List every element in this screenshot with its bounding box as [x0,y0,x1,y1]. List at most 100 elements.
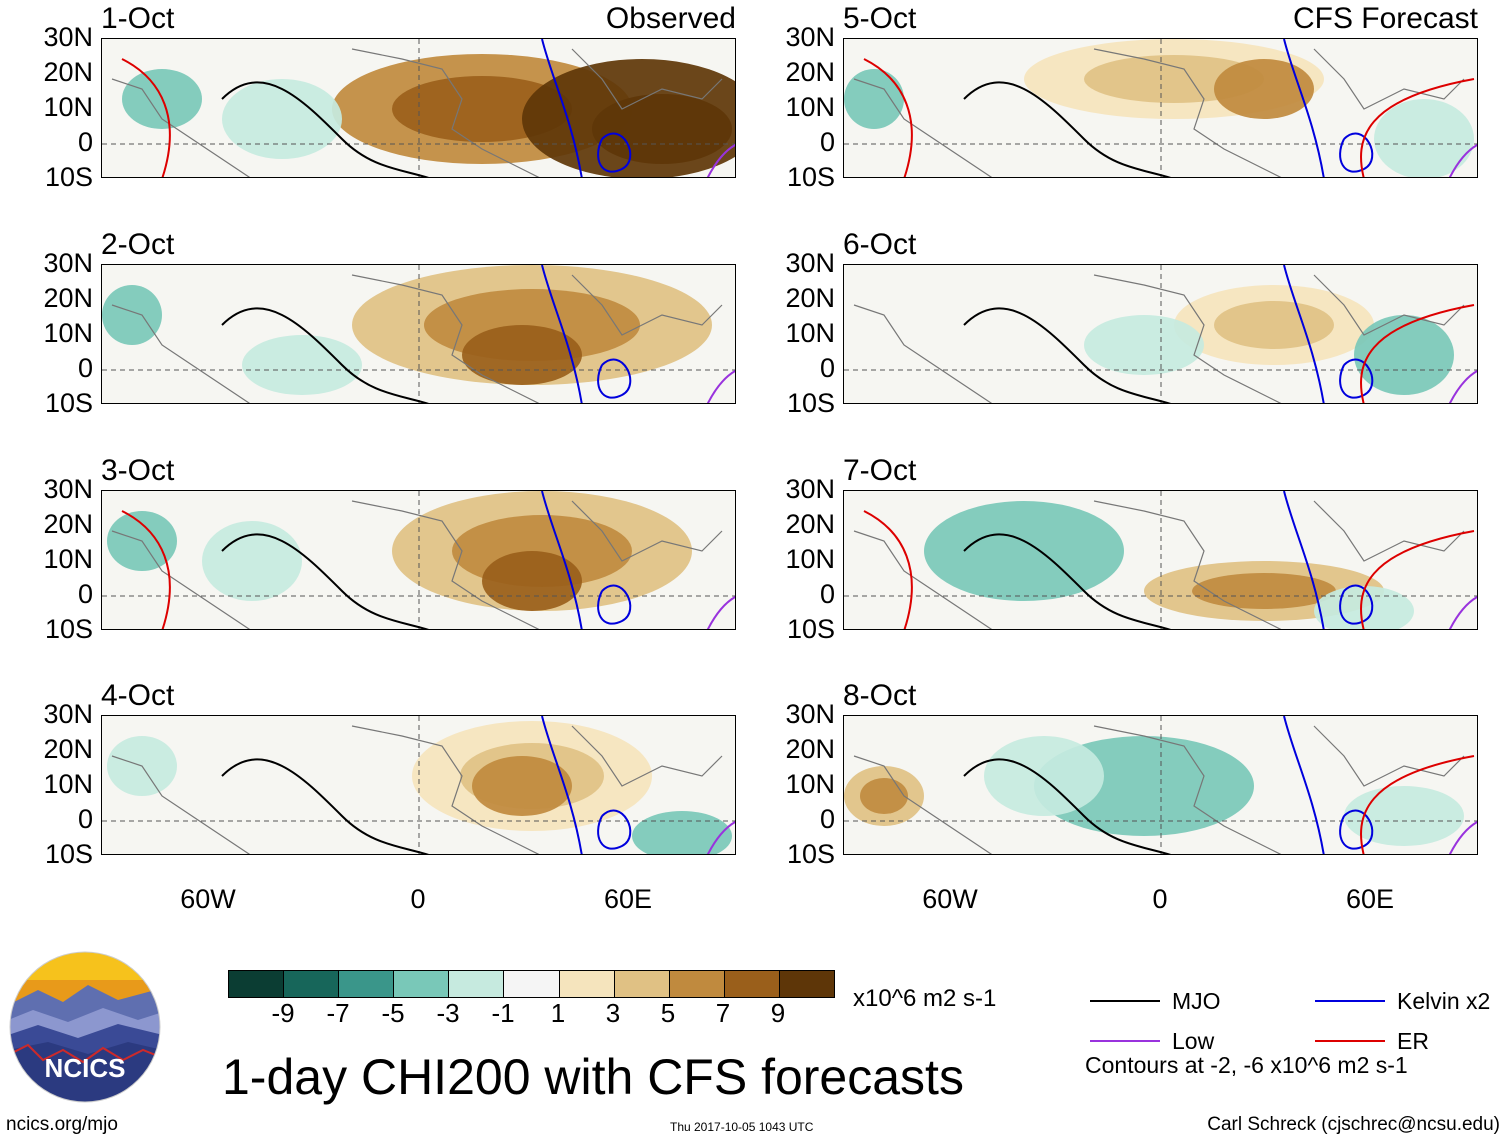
coastline [853,304,993,403]
observed-map-panel [101,38,736,178]
latitude-tick: 0 [77,353,93,383]
panel-date-label: 5-Oct [843,2,917,35]
longitude-tick: 60W [180,884,236,914]
colorbar-tick: 3 [605,998,621,1028]
latitude-tick: 30N [785,22,835,52]
coastline [853,530,993,629]
latitude-tick: 10S [786,614,835,644]
latitude-tick: 10N [43,769,93,799]
latitude-tick: 10N [785,318,835,348]
forecast-map-panel [843,715,1478,855]
kelvin-contour [541,39,583,177]
low-contour [1448,595,1477,629]
latitude-tick: 10N [785,544,835,574]
footer-timestamp: Thu 2017-10-05 1043 UTC [670,1120,814,1134]
kelvin-contour [1339,809,1374,850]
kelvin-contour [1283,39,1325,177]
longitude-tick: 60E [1345,884,1395,914]
latitude-tick: 20N [785,283,835,313]
er-contour [863,58,913,177]
colorbar-tick: 7 [715,998,731,1028]
latitude-tick: 10S [44,614,93,644]
latitude-tick: 10S [786,162,835,192]
latitude-tick: 10N [43,92,93,122]
forecast-map-panel [843,490,1478,630]
observed-map-panel [101,264,736,404]
kelvin-contour [1283,491,1325,629]
kelvin-contour [597,132,632,173]
kelvin-contour [597,584,632,625]
coastline [571,274,723,336]
latitude-tick: 0 [819,353,835,383]
coastline [351,500,540,629]
coastline [1093,500,1282,629]
coastline [111,78,251,177]
panel-date-label: 1-Oct [101,2,175,35]
coastline [351,725,540,854]
low-contour [1448,369,1477,403]
latitude-tick: 20N [785,509,835,539]
anomaly-map [102,39,735,177]
anomaly-map [102,265,735,403]
legend-label: Kelvin x2 [1397,988,1491,1014]
latitude-tick: 0 [77,579,93,609]
colorbar-swatch [229,971,285,997]
panel-date-label: 7-Oct [843,454,917,487]
footer-author: Carl Schreck (cjschrec@ncsu.edu) [1207,1114,1500,1135]
coastline [1093,274,1282,403]
colorbar-tick: -9 [271,998,295,1028]
coastline [111,530,251,629]
legend-label: MJO [1172,988,1221,1014]
coastline [1313,48,1465,110]
latitude-tick: 10N [785,92,835,122]
er-contour [1360,530,1475,629]
colorbar-swatch [339,971,395,997]
low-contour [706,595,735,629]
colorbar-tick: -5 [381,998,405,1028]
anomaly-map [102,491,735,629]
mjo-contour [221,758,429,854]
latitude-tick: 20N [43,734,93,764]
coastline [1313,274,1465,336]
mjo-contour [963,81,1171,177]
observed-title: Observed [605,2,736,35]
panel-date-label: 4-Oct [101,679,175,712]
coastline [1093,48,1282,177]
mjo-contour [963,758,1171,854]
legend-line-mjo [1090,1000,1160,1002]
observed-map-panel [101,490,736,630]
anomaly-map [844,39,1477,177]
latitude-tick: 20N [43,509,93,539]
latitude-tick: 30N [785,474,835,504]
kelvin-contour [1283,265,1325,403]
kelvin-contour [597,809,632,850]
colorbar [228,970,835,998]
anomaly-map [844,491,1477,629]
latitude-tick: 10S [44,162,93,192]
colorbar-swatch [504,971,560,997]
kelvin-contour [1339,584,1374,625]
mjo-contour [221,81,429,177]
footer-url[interactable]: ncics.org/mjo [6,1114,118,1135]
latitude-tick: 10S [786,388,835,418]
er-contour [863,510,913,629]
coastline [1313,725,1465,787]
low-contour [706,143,735,177]
colorbar-swatch [724,971,780,997]
er-contour [121,58,171,177]
latitude-tick: 10N [43,318,93,348]
coastline [351,274,540,403]
latitude-tick: 0 [77,804,93,834]
latitude-tick: 10S [786,839,835,869]
observed-map-panel [101,715,736,855]
colorbar-swatch [449,971,505,997]
kelvin-contour [541,265,583,403]
colorbar-tick: 9 [770,998,786,1028]
longitude-tick: 0 [1152,884,1168,914]
legend-line-kelvin-x2 [1315,1000,1385,1002]
colorbar-swatch [559,971,615,997]
latitude-tick: 0 [819,579,835,609]
anomaly-map [102,716,735,854]
colorbar-swatch [669,971,725,997]
panel-date-label: 8-Oct [843,679,917,712]
